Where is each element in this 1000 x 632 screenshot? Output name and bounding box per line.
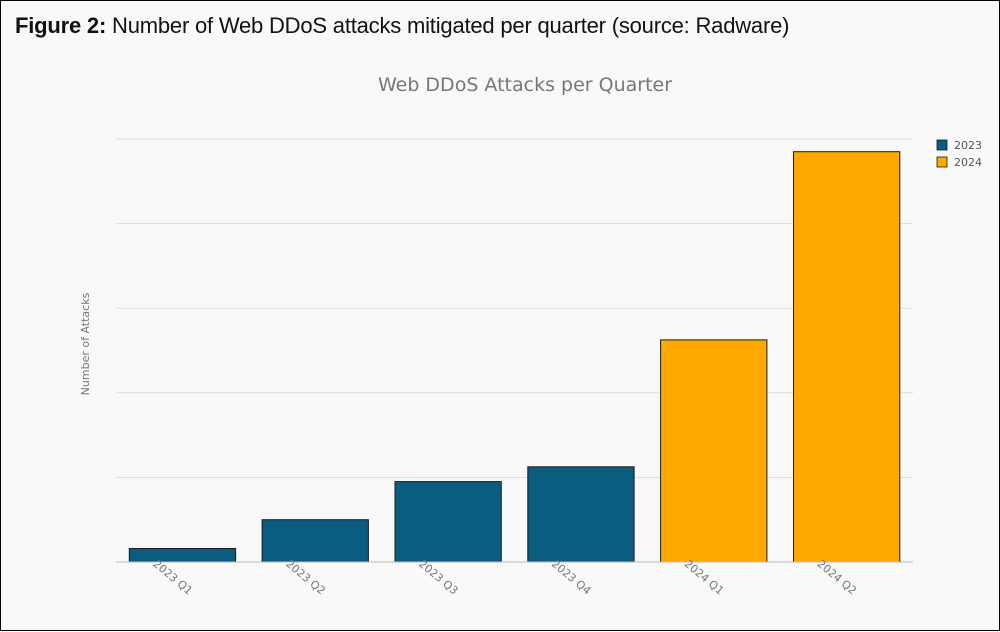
legend-label-2024: 2024 xyxy=(954,156,982,169)
x-tick-label: 2023 Q2 xyxy=(283,557,327,597)
legend: 2023 2024 xyxy=(936,139,982,169)
bar-2023-q2 xyxy=(261,519,369,563)
x-tick-label: 2023 Q4 xyxy=(549,557,593,597)
x-tick-label: 2023 Q3 xyxy=(416,557,460,597)
bar-2024-q2 xyxy=(793,151,901,563)
bar-2023-q1 xyxy=(128,548,237,563)
y-axis-label: Number of Attacks xyxy=(79,292,92,395)
legend-swatch-2024 xyxy=(936,156,948,168)
chart-title: Web DDoS Attacks per Quarter xyxy=(378,74,672,96)
gridlines xyxy=(116,138,913,478)
figure-caption: Figure 2: Number of Web DDoS attacks mit… xyxy=(15,13,789,39)
bar-2023-q3 xyxy=(394,481,502,563)
x-tick-label: 2024 Q1 xyxy=(682,557,726,597)
figure-caption-lead: Figure 2: xyxy=(15,13,107,38)
figure-caption-text: Number of Web DDoS attacks mitigated per… xyxy=(106,13,790,38)
bar-2024-q1 xyxy=(660,339,768,563)
legend-swatch-2023 xyxy=(936,139,948,151)
x-tick-labels: 2023 Q1 2023 Q2 2023 Q3 2023 Q4 2024 Q1 2024 … xyxy=(150,557,859,597)
bar-2023-q4 xyxy=(527,466,635,563)
x-tick-label: 2024 Q2 xyxy=(815,557,859,597)
legend-label-2023: 2023 xyxy=(954,139,982,152)
x-tick-label: 2023 Q1 xyxy=(150,557,194,597)
bars xyxy=(128,151,901,563)
